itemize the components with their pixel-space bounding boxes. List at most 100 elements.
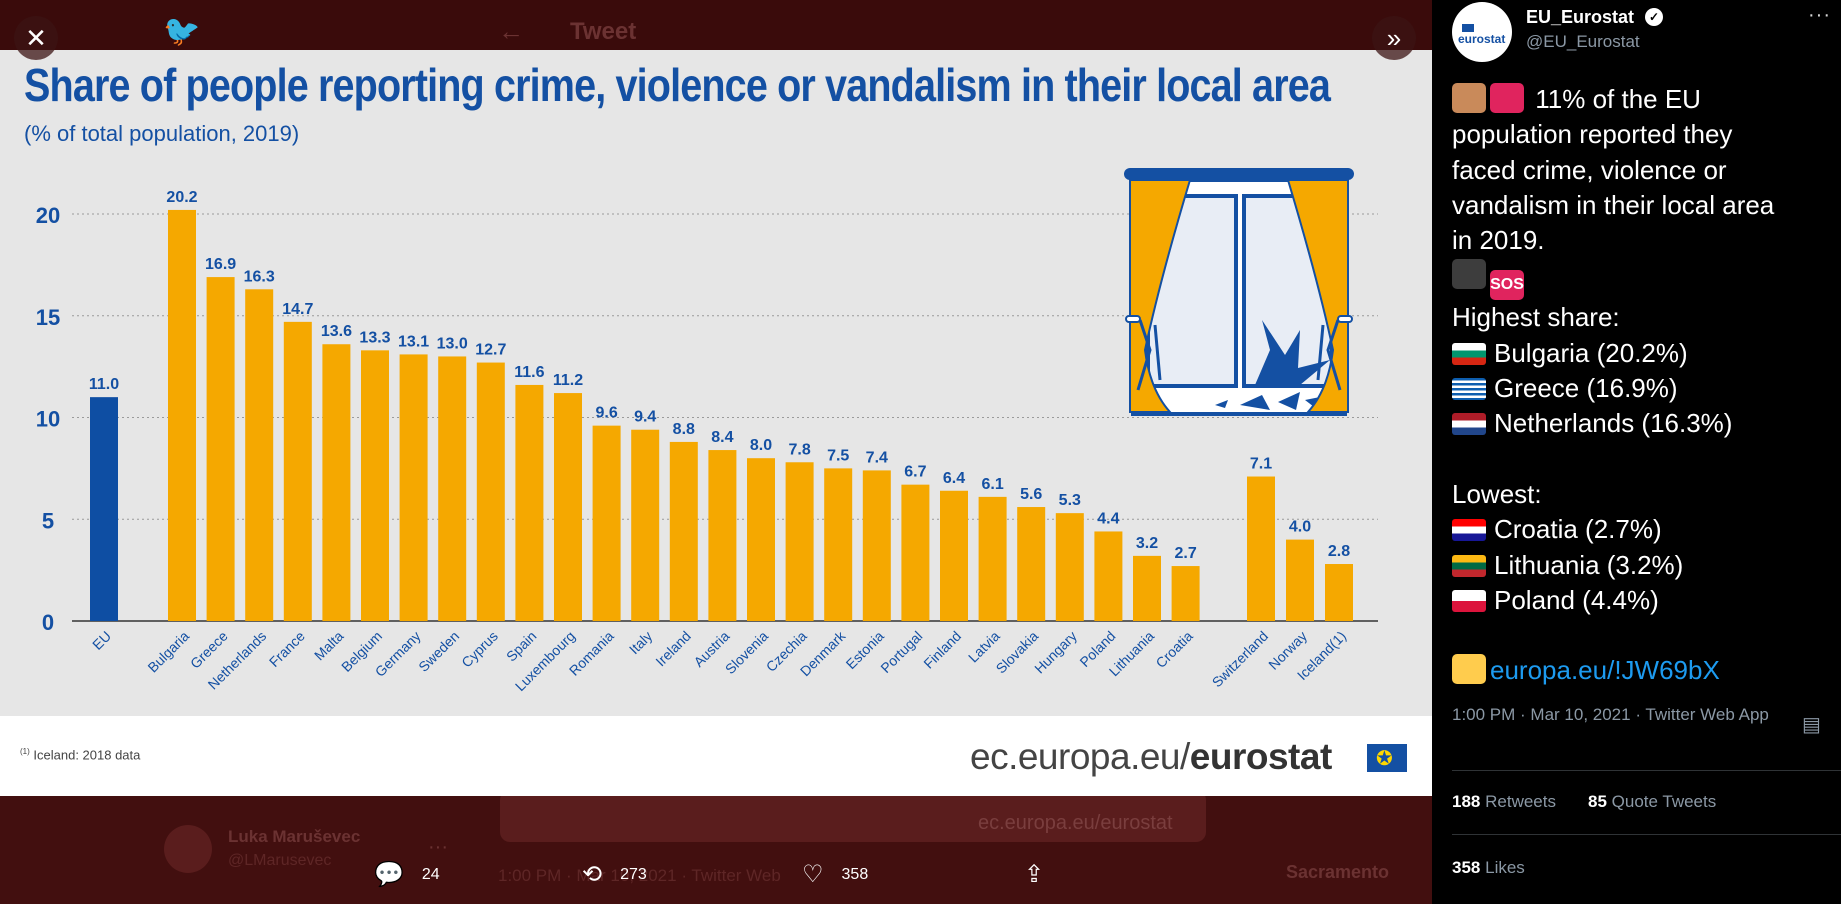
x-tick-label: France <box>266 628 308 670</box>
expand-double-chevron-icon[interactable]: » <box>1372 16 1416 60</box>
data-label: 7.8 <box>788 441 810 458</box>
bar <box>978 496 1007 621</box>
lowest-2: Lithuania (3.2%) <box>1494 549 1684 580</box>
bar <box>1286 539 1314 621</box>
bar <box>1247 476 1275 621</box>
data-label: 11.2 <box>553 372 583 389</box>
bar <box>824 468 853 621</box>
bar <box>901 484 930 621</box>
likes-stat[interactable]: 358 Likes <box>1452 858 1525 877</box>
bar <box>1171 566 1200 621</box>
footnote-text: Iceland: 2018 data <box>33 747 141 763</box>
back-arrow-icon[interactable]: ← <box>498 16 524 46</box>
chart-title: Share of people reporting crime, violenc… <box>24 59 1331 111</box>
tweet-timestamp[interactable]: 1:00 PM · Mar 10, 2021 · Twitter Web App <box>1452 705 1769 724</box>
more-options-icon[interactable]: ··· <box>428 836 448 858</box>
bar <box>940 490 968 621</box>
highest-3: Netherlands (16.3%) <box>1494 408 1733 439</box>
reply-author-name[interactable]: Luka Maruševec <box>228 827 361 846</box>
greece-flag-icon <box>1452 378 1486 401</box>
heart-icon: ♡ <box>802 861 824 888</box>
x-tick-label: Cyprus <box>458 628 501 671</box>
highest-2: Greece (16.9%) <box>1494 373 1678 404</box>
eu-flag-mini-icon <box>1462 24 1474 32</box>
bar <box>322 344 351 621</box>
bar <box>554 393 582 621</box>
chart-panel: 0 5 10 15 20 11.0 EU 20.2 Bulgaria 16.9 Greece 16.3… <box>0 50 1432 716</box>
bar <box>361 350 389 621</box>
author-display-name[interactable]: EU_Eurostat <box>1526 7 1635 27</box>
quote-tweets-stat[interactable]: 85 Quote Tweets <box>1588 792 1717 811</box>
police-light-icon <box>1490 83 1524 113</box>
tweet-line-4: vandalism in their local area <box>1452 189 1775 220</box>
retweets-stat[interactable]: 188 Retweets <box>1452 792 1556 811</box>
lightbox-image: 0 5 10 15 20 11.0 EU 20.2 Bulgaria 16.9 Greece 16.3… <box>0 50 1432 796</box>
y-tick-label: 5 <box>42 508 54 533</box>
eurostat-brand: ec.europa.eu/eurostat <box>970 736 1332 778</box>
retweet-count: 273 <box>620 865 647 883</box>
trend-label[interactable]: Sacramento <box>1286 862 1390 882</box>
bar <box>283 321 312 621</box>
eu-flag-icon: ✪ <box>1367 744 1407 772</box>
avatar[interactable]: eurostat <box>1452 2 1512 62</box>
reply-icon: 💬 <box>374 861 404 888</box>
reply-author-handle[interactable]: @LMarusevec <box>228 852 332 869</box>
data-label: 16.3 <box>244 268 275 285</box>
tweet-detail-panel: eurostat EU_Eurostat ✓ @EU_Eurostat ··· … <box>1432 0 1841 904</box>
bar <box>1133 555 1161 621</box>
bar <box>1325 564 1353 621</box>
x-tick-label: Switzerland <box>1209 628 1271 690</box>
x-tick-label: Italy <box>626 628 655 657</box>
data-label: 13.3 <box>359 329 390 346</box>
y-tick-label: 10 <box>36 407 60 432</box>
retweet-button[interactable]: ⟲ 273 <box>582 860 647 889</box>
like-button[interactable]: ♡ 358 <box>802 860 868 889</box>
x-tick-label: Spain <box>503 628 540 665</box>
x-tick-label: Malta <box>311 628 347 664</box>
x-tick-label: Ireland <box>652 628 694 670</box>
close-icon[interactable]: ✕ <box>14 16 58 60</box>
bar <box>476 362 505 621</box>
bar <box>669 441 698 621</box>
netherlands-flag-icon <box>1452 413 1486 436</box>
data-label: 2.8 <box>1328 543 1350 560</box>
pointing-hand-icon <box>1452 654 1486 685</box>
sos-icon: SOS <box>1490 270 1524 301</box>
police-officer-icon <box>1452 83 1486 113</box>
bar <box>1055 513 1084 621</box>
share-button[interactable]: ⇪ <box>1024 860 1062 889</box>
data-label: 6.4 <box>943 470 965 487</box>
reply-avatar[interactable] <box>164 825 212 873</box>
y-tick-label: 0 <box>42 610 54 635</box>
x-tick-label: EU <box>89 628 114 653</box>
bar-chart: 0510152011.0EU20.2Bulgaria16.9Greece16.3… <box>36 168 1378 694</box>
data-label: 13.1 <box>398 333 429 350</box>
tweet-line-2: population reported they <box>1452 119 1733 150</box>
lowest-3: Poland (4.4%) <box>1494 584 1659 615</box>
bar <box>515 384 544 621</box>
footnote-marker: (1) <box>20 747 30 756</box>
croatia-flag-icon <box>1452 519 1486 542</box>
bulgaria-flag-icon <box>1452 342 1486 365</box>
more-options-icon[interactable]: ··· <box>1808 4 1831 26</box>
data-label: 16.9 <box>205 256 236 273</box>
data-label: 6.7 <box>904 464 926 481</box>
bar <box>862 470 891 621</box>
data-label: 12.7 <box>475 342 506 359</box>
y-tick-label: 15 <box>36 305 60 330</box>
link-card[interactable] <box>500 790 1206 842</box>
broken-window-illustration <box>1124 168 1354 416</box>
bar <box>747 458 775 621</box>
backdrop-timestamp: 1:00 PM · Mar 10, 2021 · Twitter Web <box>498 866 781 885</box>
x-tick-label: Slovenia <box>722 628 771 677</box>
author-handle[interactable]: @EU_Eurostat <box>1526 32 1640 51</box>
bar <box>168 209 196 621</box>
tweet-link[interactable]: europa.eu/!JW69bX <box>1490 655 1720 686</box>
backdrop-header-title: Tweet <box>570 18 637 45</box>
data-label: 20.2 <box>166 189 197 206</box>
twitter-bird-icon: 🐦 <box>163 15 201 48</box>
reply-button[interactable]: 💬 24 <box>374 860 440 889</box>
tweet-line-1: 11% of the EU <box>1535 84 1701 114</box>
analytics-icon[interactable]: ▤ <box>1802 714 1821 736</box>
bar <box>206 277 235 621</box>
